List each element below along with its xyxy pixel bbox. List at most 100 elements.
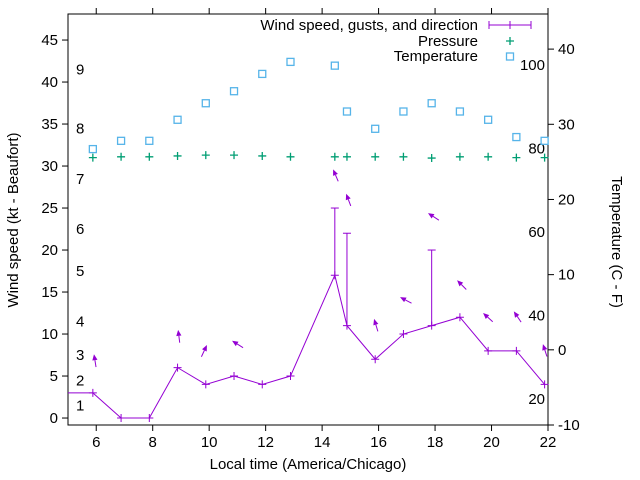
wind-point <box>88 388 97 397</box>
wind-direction-arrow-head <box>428 213 435 219</box>
legend-label-wind: Wind speed, gusts, and direction <box>260 17 478 34</box>
y2-tick-label: 30 <box>558 116 575 133</box>
beaufort-label: 2 <box>76 372 84 389</box>
y2-tick-label: 40 <box>558 41 575 58</box>
pressure-point <box>399 152 408 161</box>
temperature-point <box>145 136 154 145</box>
y2-tick-label: -10 <box>558 417 580 434</box>
temperature-point <box>116 136 126 145</box>
wind-direction-arrow-head <box>513 311 520 318</box>
pressure-point <box>145 152 154 161</box>
y-tick-label: 20 <box>41 242 58 259</box>
pressure-point <box>117 152 126 161</box>
wind-point <box>117 414 126 423</box>
temperature-point <box>371 124 380 133</box>
beaufort-label: 8 <box>76 120 84 137</box>
temperature-point <box>173 115 182 124</box>
y2-tick-label: 20 <box>558 191 575 208</box>
y-tick-label: 40 <box>41 74 58 91</box>
wind-point <box>399 330 408 339</box>
wind-direction-arrow-shaft <box>432 215 440 221</box>
wind-point <box>145 414 154 423</box>
legend-sample-wind-plus <box>506 21 514 29</box>
temperature-point <box>229 87 239 96</box>
wind-direction-arrow-head <box>400 297 407 303</box>
wind-point <box>512 346 521 355</box>
wind-point <box>258 380 267 389</box>
pressure-point <box>540 153 549 162</box>
beaufort-label: 6 <box>76 221 84 238</box>
y-tick-label: 5 <box>50 368 58 385</box>
wind-point <box>286 372 295 381</box>
wind-point <box>342 321 351 330</box>
plot-border <box>67 13 549 426</box>
wind-direction-arrow-shaft <box>405 299 412 304</box>
pressure-point <box>371 152 380 161</box>
beaufort-label: 1 <box>76 398 84 415</box>
series-pressure <box>88 151 549 163</box>
y-tick-label: 45 <box>41 32 58 49</box>
wind-direction-arrow-shaft <box>94 360 97 368</box>
pressure-point <box>330 152 339 161</box>
fahrenheit-label: 20 <box>528 391 545 408</box>
legend-marker-samples <box>488 21 532 61</box>
y-tick-label: 15 <box>41 284 58 301</box>
beaufort-label: 7 <box>76 171 84 188</box>
wind-point <box>330 271 339 280</box>
temperature-point <box>342 107 352 116</box>
temperature-point <box>455 107 465 116</box>
wind-point <box>201 380 210 389</box>
legend-sample-pressure-plus <box>506 37 514 45</box>
temperature-point <box>330 61 339 70</box>
fahrenheit-label: 80 <box>528 140 545 157</box>
wind-direction-arrow-head <box>232 340 239 347</box>
fahrenheit-label: 60 <box>528 224 545 241</box>
wind-point <box>230 372 239 381</box>
x-tick-label: 6 <box>92 434 100 451</box>
wind-direction-arrow-head <box>176 329 182 337</box>
x-axis-title: Local time (America/Chicago) <box>210 456 407 473</box>
wind-direction-arrow-shaft <box>200 350 205 357</box>
y-axis-temperature: -10 0 10 20 30 40 <box>548 41 580 434</box>
temperature-point <box>399 107 408 116</box>
pressure-point <box>484 152 493 161</box>
x-tick-label: 20 <box>483 434 500 451</box>
series-wind <box>68 207 549 423</box>
pressure-point <box>173 151 182 160</box>
wind-direction-arrows <box>92 169 548 368</box>
fahrenheit-label: 40 <box>528 307 545 324</box>
x-tick-label: 22 <box>540 434 557 451</box>
temperature-point <box>540 136 549 145</box>
x-tick-label: 16 <box>370 434 387 451</box>
wind-direction-arrow-shaft <box>347 199 352 207</box>
pressure-point <box>230 151 239 160</box>
wind-direction-arrow-head <box>333 169 338 176</box>
wind-point <box>371 355 380 364</box>
pressure-point <box>512 153 521 162</box>
wind-point <box>484 346 493 355</box>
y2-tick-label: 10 <box>558 267 575 284</box>
wind-direction-arrow-shaft <box>335 174 339 182</box>
wind-direction-arrow-head <box>202 344 207 352</box>
x-tick-label: 10 <box>201 434 218 451</box>
wind-direction-arrow-shaft <box>236 343 244 349</box>
beaufort-label: 4 <box>76 314 84 331</box>
pressure-point <box>455 152 464 161</box>
x-tick-label: 8 <box>149 434 157 451</box>
legend-label-pressure: Pressure <box>418 33 478 50</box>
y-tick-label: 0 <box>50 410 58 427</box>
y2-tick-label: 0 <box>558 342 566 359</box>
wind-direction-arrow-head <box>542 344 548 351</box>
series-temperature <box>88 57 549 154</box>
y-tick-label: 35 <box>41 116 58 133</box>
y-tick-label: 10 <box>41 326 58 343</box>
wind-direction-arrow-shaft <box>516 316 522 323</box>
wind-speed-line <box>68 273 545 419</box>
wind-point <box>173 363 182 372</box>
wind-point <box>455 313 464 322</box>
beaufort-label: 5 <box>76 263 84 280</box>
fahrenheit-scale-labels: 20 40 60 80 100 <box>520 57 545 408</box>
beaufort-label: 9 <box>76 62 84 79</box>
y-tick-label: 30 <box>41 158 58 175</box>
